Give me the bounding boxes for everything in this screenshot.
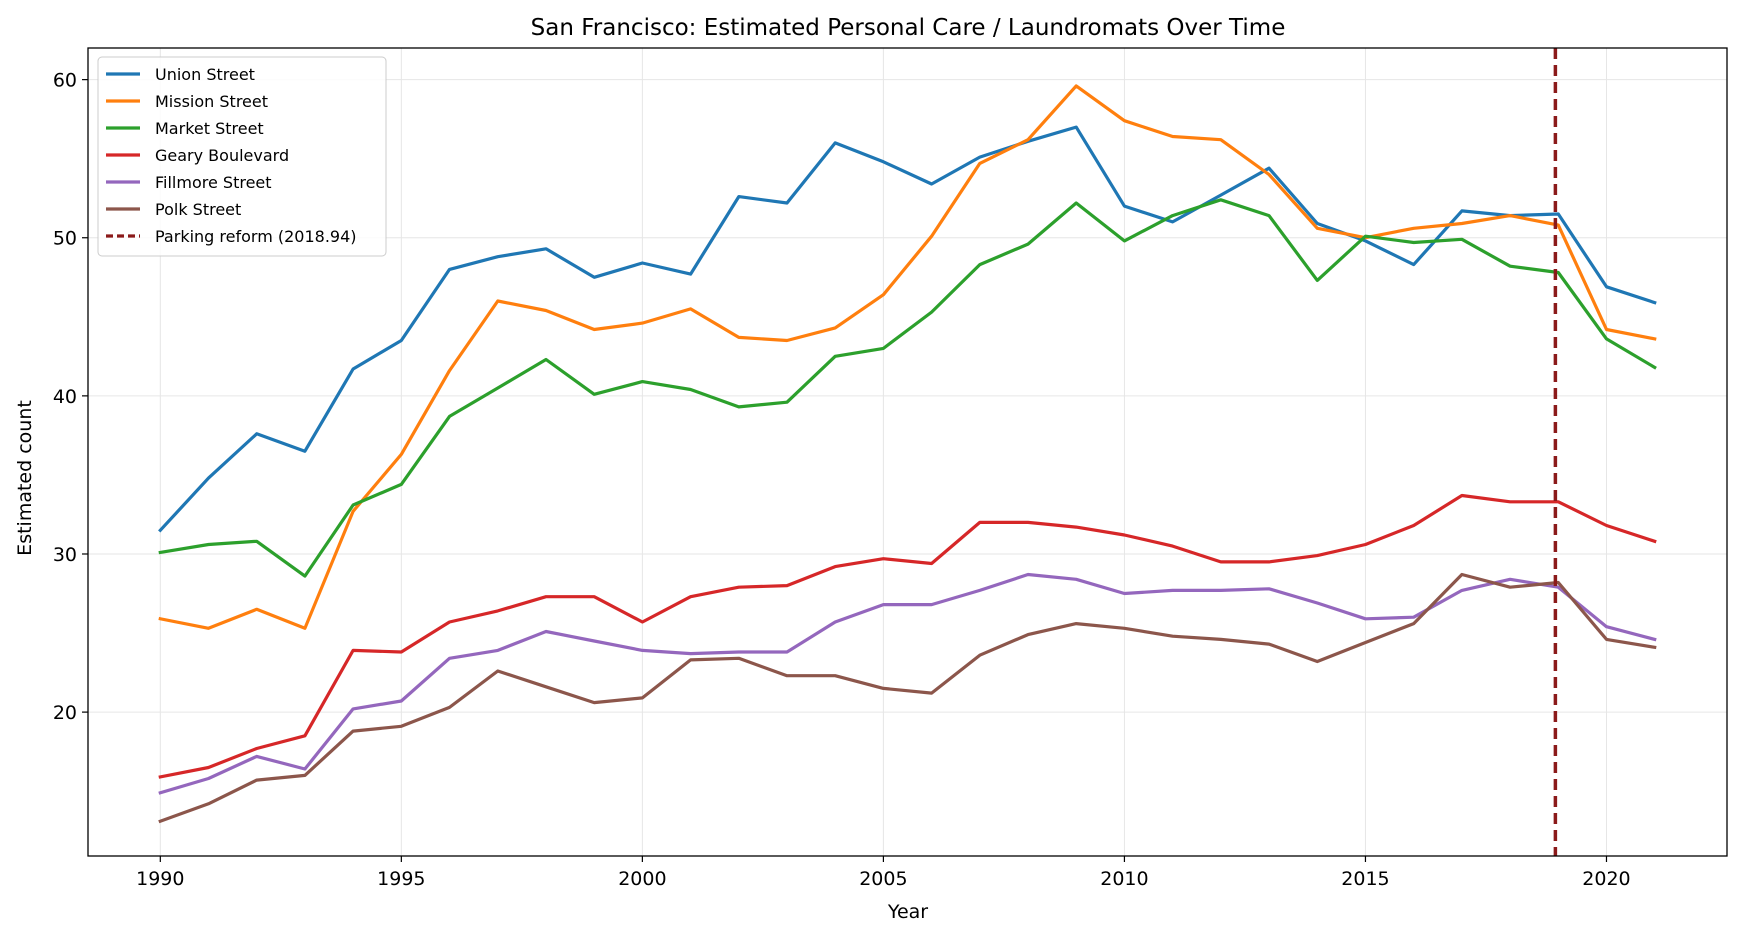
y-axis: 20 30 40 50 60 [53, 70, 88, 724]
series-line-polk-street [158, 572, 1657, 824]
x-tick-label: 2000 [618, 868, 666, 890]
y-axis-label: Estimated count [14, 400, 36, 556]
y-tick-label: 20 [53, 702, 77, 724]
y-tick-label: 40 [53, 386, 77, 408]
legend-label: Union Street [155, 65, 255, 84]
series-line-mission-street [158, 84, 1657, 630]
x-tick-label: 1990 [136, 868, 184, 890]
series-line-market-street [158, 198, 1657, 578]
plot-area [158, 48, 1657, 856]
x-tick-label: 2020 [1582, 868, 1630, 890]
axes-frame [87, 47, 1728, 857]
y-tick-label: 50 [53, 228, 77, 250]
legend-label: Mission Street [155, 92, 268, 111]
y-tick-label: 60 [53, 70, 77, 92]
legend-label: Parking reform (2018.94) [155, 227, 357, 246]
x-axis-label: Year [887, 901, 928, 923]
series-line-union-street [158, 125, 1657, 533]
x-tick-label: 2015 [1341, 868, 1389, 890]
x-tick-label: 2005 [859, 868, 907, 890]
legend-box [97, 56, 387, 257]
legend-label: Fillmore Street [155, 173, 272, 192]
x-tick-label: 1995 [377, 868, 425, 890]
x-axis: 1990 1995 2000 2005 2010 2015 2020 [136, 856, 1631, 890]
legend-label: Market Street [155, 119, 264, 138]
y-tick-label: 30 [53, 544, 77, 566]
legend-label: Geary Boulevard [155, 146, 289, 165]
x-tick-label: 2010 [1100, 868, 1148, 890]
chart-title: San Francisco: Estimated Personal Care /… [531, 15, 1286, 41]
series-line-fillmore-street [158, 572, 1657, 795]
legend-label: Polk Street [155, 200, 241, 219]
series-line-geary-boulevard [158, 493, 1657, 779]
legend: Union Street Mission Street Market Street G… [97, 56, 387, 257]
